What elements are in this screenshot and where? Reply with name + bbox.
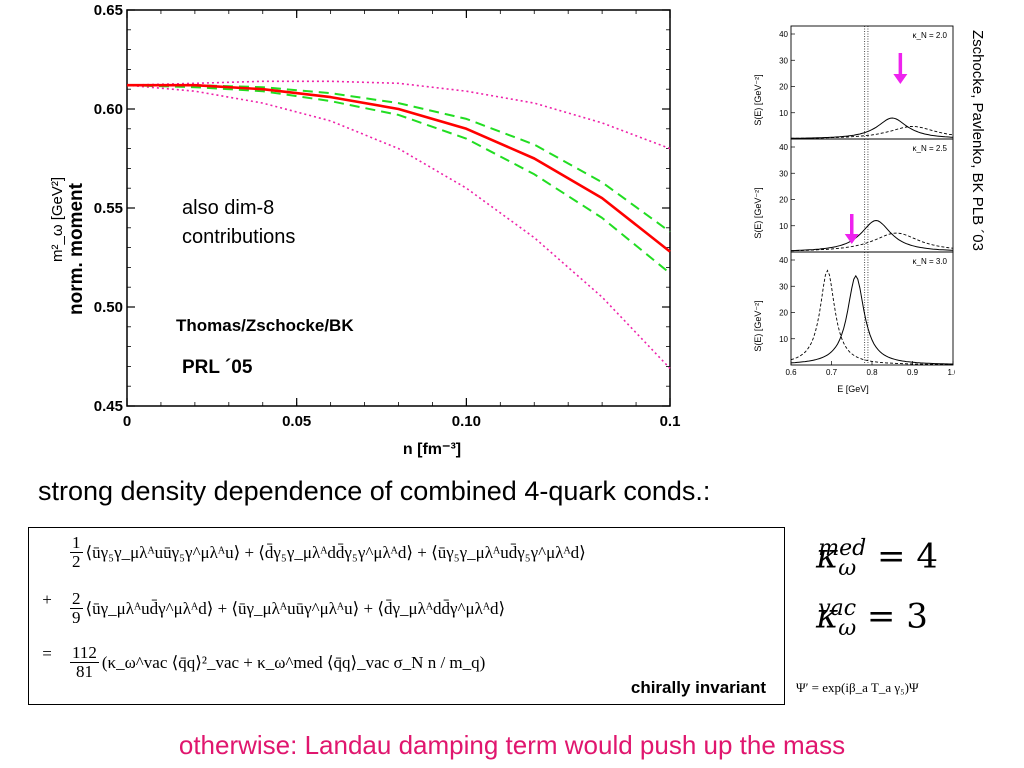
kappa-vac-equation: κωvac = 3 xyxy=(816,596,928,642)
x-axis-label: n [fm⁻³] xyxy=(403,441,461,458)
inset-x-tick-label: 0.6 xyxy=(785,368,797,377)
y-axis-label-text: norm. moment xyxy=(66,182,87,315)
inset-dashed-curve xyxy=(791,125,954,139)
inset-chart: 10 20 30 40 κ_N = 2.0 10 20 30 40 κ_N = 2.5 10 20 30… xyxy=(753,25,955,394)
inset-y-tick-label: 10 xyxy=(779,222,788,231)
lower-dotted-curve xyxy=(126,84,671,369)
inset-panels: 10 20 30 40 κ_N = 2.0 10 20 30 40 κ_N = 2.5 10 20 30… xyxy=(779,25,955,377)
annotation-line1: also dim-8 xyxy=(182,197,274,219)
inset-y-tick-label: 40 xyxy=(779,30,788,39)
side-reference-text: Zschocke, Pavlenko, BK PLB ´03 xyxy=(969,30,986,251)
y-tick-label: 0.45 xyxy=(94,398,123,415)
inset-y-tick-label: 20 xyxy=(779,196,788,205)
inset-y-label: S(E) [GeV⁻²] xyxy=(753,74,763,125)
inset-y-tick-label: 40 xyxy=(779,256,788,265)
inset-panel-label: κ_N = 2.0 xyxy=(913,31,948,40)
plus-sign: + xyxy=(42,590,52,609)
kappa-med-value: 4 xyxy=(916,536,938,577)
inset-x-label: E [GeV] xyxy=(837,384,869,394)
main-curves xyxy=(126,80,671,369)
footer-text: otherwise: Landau damping term would pus… xyxy=(178,730,846,760)
annotation-line2: contributions xyxy=(182,226,295,248)
x-tick-label: 0 xyxy=(123,413,131,430)
formula-line2-text: ⟨ūγ_μλᴬud̄γ^μλᴬd⟩ + ⟨ūγ_μλᴬuūγ^μλᴬu⟩ + ⟨… xyxy=(85,598,506,618)
kappa-vac-value: 3 xyxy=(906,596,928,637)
inset-dashed-curve xyxy=(790,269,953,365)
x-tick-label: 0.10 xyxy=(452,413,481,430)
reference-label: PRL ´05 xyxy=(182,357,253,378)
formula-line1-text: ⟨ūγ₅γ_μλᴬuūγ₅γ^μλᴬu⟩ + ⟨d̄γ₅γ_μλᴬdd̄γ₅γ^… xyxy=(85,542,586,562)
inset-arrow-head xyxy=(844,234,859,244)
authors-label: Thomas/Zschocke/BK xyxy=(176,316,354,335)
inset-y-label: S(E) [GeV⁻²] xyxy=(753,187,763,238)
y-tick-label: 0.55 xyxy=(94,200,123,217)
main-chart: 0.65 0.60 0.55 0.50 0.45 0 0.05 0.10 0.1 m²_ω [… xyxy=(49,2,681,458)
upper-dashed-curve xyxy=(127,84,671,233)
headline: strong density dependence of combined 4-… xyxy=(38,476,711,506)
formula-line3-text: (κ_ω^vac ⟨q̄q⟩²_vac + κ_ω^med ⟨q̄q⟩_vac … xyxy=(101,652,486,672)
chirally-invariant-label: chirally invariant xyxy=(630,678,766,697)
inset-y-tick-label: 10 xyxy=(779,109,788,118)
inset-dashed-curve xyxy=(791,232,954,252)
inset-y-tick-label: 40 xyxy=(779,143,788,152)
central-curve xyxy=(127,83,671,253)
inset-arrow-head xyxy=(893,74,908,84)
inset-y-tick-label: 30 xyxy=(779,169,788,178)
y-tick-label: 0.65 xyxy=(94,2,123,19)
kappa-med-equation: κωmed = 4 xyxy=(816,536,938,582)
chiral-transform: Ψ′ = exp(iβ_a T_a γ₅)Ψ xyxy=(796,680,919,695)
inset-y-label: S(E) [GeV⁻²] xyxy=(753,300,763,351)
formula-box: 1 2 ⟨ūγ₅γ_μλᴬuūγ₅γ^μλᴬu⟩ + ⟨d̄γ₅γ_μλᴬdd̄γ₅… xyxy=(28,527,785,705)
inset-spectral-curve xyxy=(791,219,954,252)
inset-x-tick-label: 0.8 xyxy=(866,368,878,377)
y-tick-label: 0.60 xyxy=(94,101,123,118)
inset-panel-frame xyxy=(790,251,954,366)
x-tick-label: 0.1 xyxy=(660,413,681,430)
main-x-ticks: 0 0.05 0.10 0.1 xyxy=(123,10,681,430)
inset-y-tick-label: 30 xyxy=(779,282,788,291)
inset-y-tick-label: 30 xyxy=(779,56,788,65)
lower-dashed-curve xyxy=(126,84,671,275)
inset-x-tick-label: 0.9 xyxy=(907,368,919,377)
equals-sign: = xyxy=(42,644,52,663)
y-tick-label: 0.50 xyxy=(94,299,123,316)
upper-dotted-curve xyxy=(126,80,671,150)
inset-y-tick-label: 20 xyxy=(779,83,788,92)
inset-x-tick-label: 1.0 xyxy=(947,368,955,377)
inset-panel-label: κ_N = 2.5 xyxy=(913,144,948,153)
inset-spectral-curve xyxy=(790,274,953,365)
main-y-ticks: 0.65 0.60 0.55 0.50 0.45 xyxy=(94,2,670,415)
inset-panel-frame xyxy=(790,25,954,140)
y-axis-label-symbol: m²_ω [GeV²] xyxy=(49,177,66,262)
x-tick-label: 0.05 xyxy=(282,413,311,430)
inset-y-tick-label: 10 xyxy=(779,335,788,344)
inset-y-tick-label: 20 xyxy=(779,309,788,318)
inset-panel-frame xyxy=(790,138,954,253)
inset-panel-label: κ_N = 3.0 xyxy=(913,257,948,266)
inset-x-tick-label: 0.7 xyxy=(826,368,838,377)
